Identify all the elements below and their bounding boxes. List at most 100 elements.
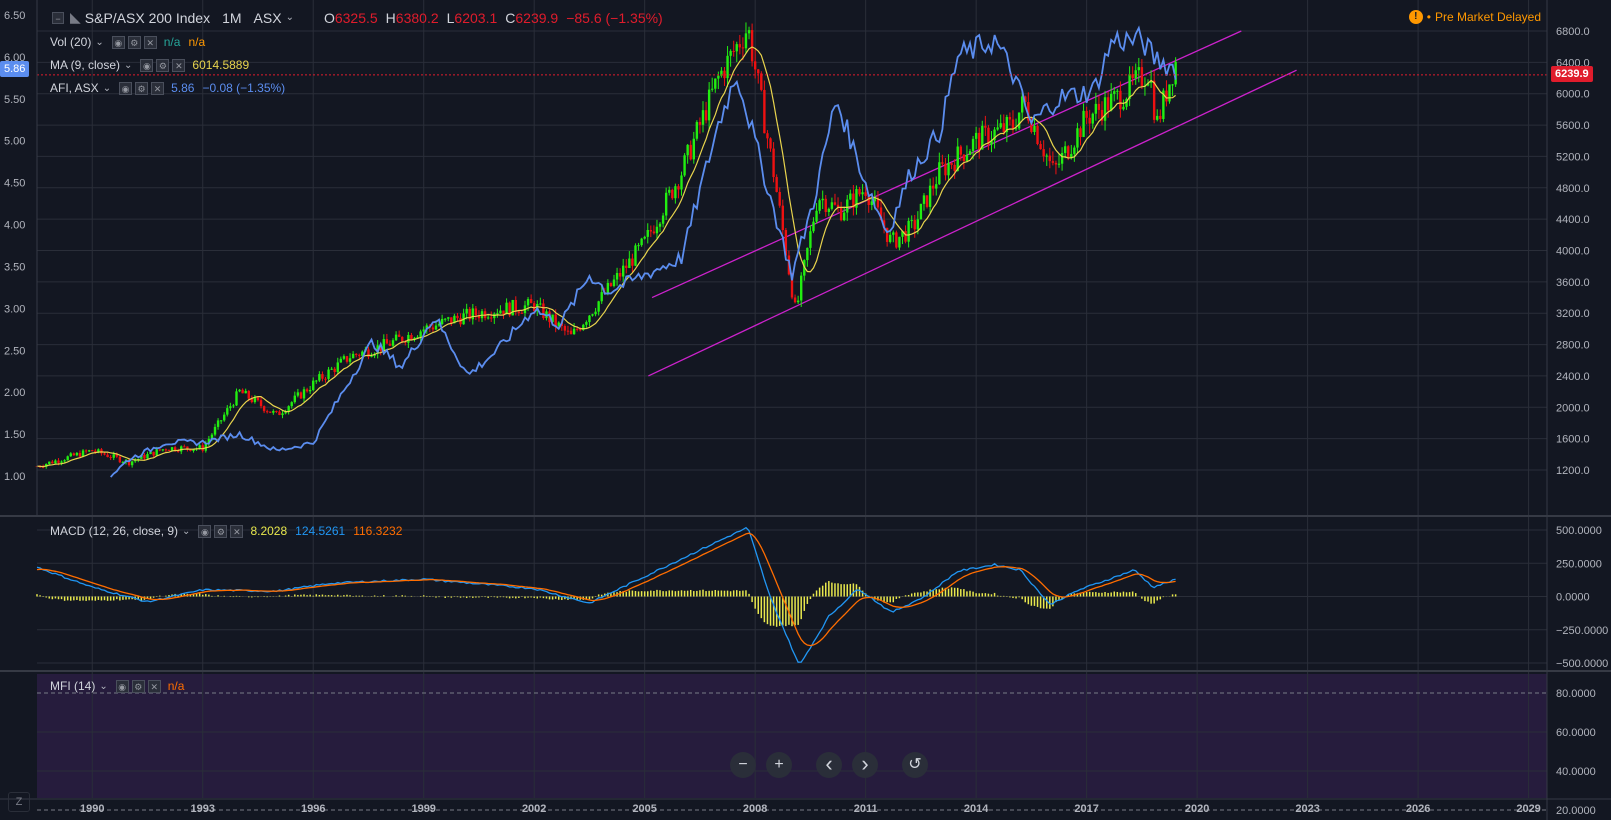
candle-body xyxy=(299,392,303,399)
x-tick-label: 2026 xyxy=(1406,803,1430,815)
candle-body xyxy=(401,336,404,342)
candle-body xyxy=(532,303,536,312)
afi-tick-label: 6.50 xyxy=(4,10,25,22)
candle-body xyxy=(1076,128,1079,148)
price-tick-label: 3200.0 xyxy=(1556,308,1590,320)
close-icon[interactable]: ✕ xyxy=(151,81,165,95)
candle-body xyxy=(858,189,861,195)
candle-body xyxy=(339,358,343,363)
market-status-label: Pre Market Delayed xyxy=(1434,10,1541,24)
candle-body xyxy=(974,132,978,139)
collapse-icon[interactable]: − xyxy=(52,11,64,24)
candle-body xyxy=(204,443,208,451)
trend-channel[interactable] xyxy=(648,30,1297,377)
candle-body xyxy=(1159,115,1162,120)
candle-body xyxy=(892,232,895,235)
afi-legend[interactable]: AFI, ASX ⌄ ◉ ⚙ ✕ 5.86 −0.08 (−1.35%) xyxy=(50,81,285,95)
candle-body xyxy=(566,330,570,332)
reset-chart-button[interactable]: ↺ xyxy=(902,752,928,778)
zoom-out-button[interactable]: − xyxy=(730,752,756,778)
interval-label[interactable]: 1M xyxy=(222,9,242,26)
info-icon: ! xyxy=(1408,10,1423,24)
candle-body xyxy=(753,61,757,70)
mfi-pane-background xyxy=(37,674,1547,798)
candle-body xyxy=(916,219,920,230)
ma-legend[interactable]: MA (9, close) ⌄ ◉ ⚙ ✕ 6014.5889 xyxy=(50,58,249,72)
candle-body xyxy=(750,30,754,62)
candle-body xyxy=(729,50,732,56)
candle-body xyxy=(416,336,419,338)
status-dot-icon: • xyxy=(1426,10,1431,24)
chevron-down-icon[interactable]: ⌄ xyxy=(102,82,112,94)
candle-body xyxy=(664,192,668,216)
chevron-down-icon[interactable]: ⌄ xyxy=(99,680,108,692)
afi-tick-label: 4.50 xyxy=(4,178,25,190)
candle-body xyxy=(870,201,873,206)
market-status[interactable]: ! • Pre Market Delayed xyxy=(1408,10,1541,24)
scroll-back-button[interactable]: ‹ xyxy=(816,752,842,778)
mfi-legend[interactable]: MFI (14) ⌄ ◉ ⚙ ✕ n/a xyxy=(50,679,184,693)
visibility-icon[interactable]: ◉ xyxy=(115,679,129,693)
candle-body xyxy=(358,354,361,356)
ohlc-high: H6380.2 xyxy=(385,9,439,26)
vol-legend[interactable]: Vol (20) ⌄ ◉ ⚙ ✕ n/a n/a xyxy=(50,35,205,49)
candle-body xyxy=(1119,90,1122,110)
visibility-icon[interactable]: ◉ xyxy=(119,81,133,95)
visibility-icon[interactable]: ◉ xyxy=(140,58,154,72)
close-icon[interactable]: ✕ xyxy=(143,35,157,49)
candle-body xyxy=(354,353,358,355)
macd-legend[interactable]: MACD (12, 26, close, 9) ⌄ ◉ ⚙ ✕ 8.2028 1… xyxy=(50,524,402,538)
scroll-forward-button[interactable]: › xyxy=(852,752,878,778)
vol-label: Vol (20) xyxy=(50,35,92,49)
chevron-down-icon[interactable]: ⌄ xyxy=(182,525,191,537)
ma-value: 6014.5889 xyxy=(192,58,250,72)
candle-body xyxy=(1008,117,1012,120)
candle-body xyxy=(588,315,591,323)
settings-icon[interactable]: ⚙ xyxy=(127,35,141,49)
exchange-label[interactable]: ASX xyxy=(253,9,282,26)
candle-body xyxy=(993,129,996,141)
candle-body xyxy=(226,408,229,415)
candle-body xyxy=(66,456,69,461)
main-legend: − ◣ S&P/ASX 200 Index 1M ASX ⌄ O6325.5 H… xyxy=(52,9,663,26)
settings-icon[interactable]: ⚙ xyxy=(131,679,145,693)
candle-body xyxy=(127,459,131,466)
chevron-down-icon[interactable]: ⌄ xyxy=(124,59,133,71)
zoom-in-button[interactable]: + xyxy=(766,752,792,778)
close-icon[interactable]: ✕ xyxy=(230,524,244,538)
visibility-icon[interactable]: ◉ xyxy=(198,524,212,538)
candle-body xyxy=(48,461,51,465)
candle-body xyxy=(118,456,122,463)
visibility-icon[interactable]: ◉ xyxy=(111,35,125,49)
candle-body xyxy=(735,44,738,52)
candle-body xyxy=(1165,90,1168,102)
candle-body xyxy=(720,70,723,76)
symbol-title[interactable]: S&P/ASX 200 Index xyxy=(84,9,211,26)
candle-body xyxy=(704,110,708,121)
settings-icon[interactable]: ⚙ xyxy=(156,58,170,72)
chevron-down-icon[interactable]: ⌄ xyxy=(95,36,104,48)
candle-body xyxy=(818,200,821,211)
candle-body xyxy=(711,88,714,90)
close-icon[interactable]: ✕ xyxy=(147,679,161,693)
candle-body xyxy=(173,447,177,451)
candle-body xyxy=(1146,82,1150,86)
close-icon[interactable]: ✕ xyxy=(172,58,186,72)
axis-corner-button[interactable]: Z xyxy=(8,792,30,812)
candle-body xyxy=(1036,125,1039,145)
x-tick-label: 1993 xyxy=(190,803,214,815)
mfi-value: n/a xyxy=(167,679,185,693)
candle-body xyxy=(959,146,963,155)
settings-icon[interactable]: ⚙ xyxy=(214,524,228,538)
candle-body xyxy=(453,315,456,324)
candle-body xyxy=(155,449,158,456)
chevron-down-icon[interactable]: ⌄ xyxy=(285,12,294,23)
candle-body xyxy=(1039,144,1042,150)
candle-body xyxy=(707,89,711,121)
settings-icon[interactable]: ⚙ xyxy=(135,81,149,95)
x-tick-label: 2023 xyxy=(1295,803,1319,815)
candle-body xyxy=(72,453,76,456)
candle-body xyxy=(784,230,788,256)
candle-body xyxy=(1097,103,1101,110)
